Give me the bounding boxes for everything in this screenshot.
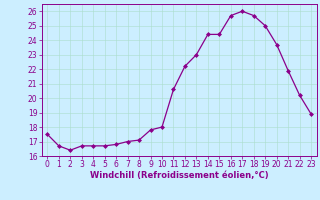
- X-axis label: Windchill (Refroidissement éolien,°C): Windchill (Refroidissement éolien,°C): [90, 171, 268, 180]
